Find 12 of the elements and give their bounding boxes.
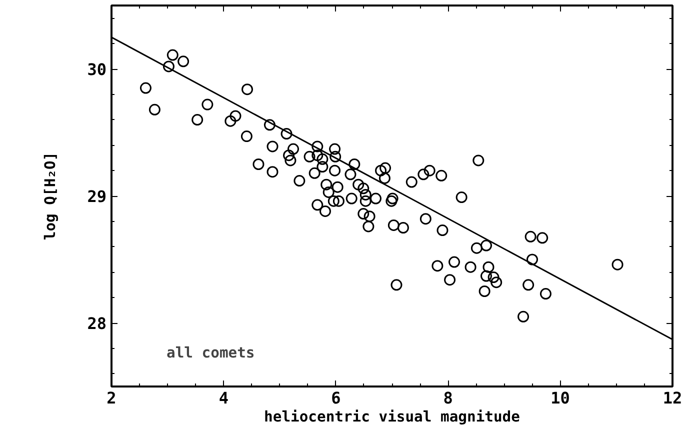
x-tick-label: 4 [218, 388, 229, 408]
y-tick-label: 28 [87, 314, 106, 333]
x-tick-label: 10 [550, 388, 570, 408]
x-tick-label: 2 [106, 388, 116, 408]
y-tick-label: 30 [87, 60, 106, 79]
x-axis-title: heliocentric visual magnitude [264, 408, 520, 426]
annotation: all comets [166, 344, 255, 362]
y-axis-title: log Q[H₂O] [42, 152, 60, 240]
y-tick-label: 29 [87, 187, 106, 206]
x-tick-label: 8 [443, 388, 453, 408]
x-tick-label: 12 [662, 388, 682, 408]
x-tick-label: 6 [331, 388, 341, 408]
